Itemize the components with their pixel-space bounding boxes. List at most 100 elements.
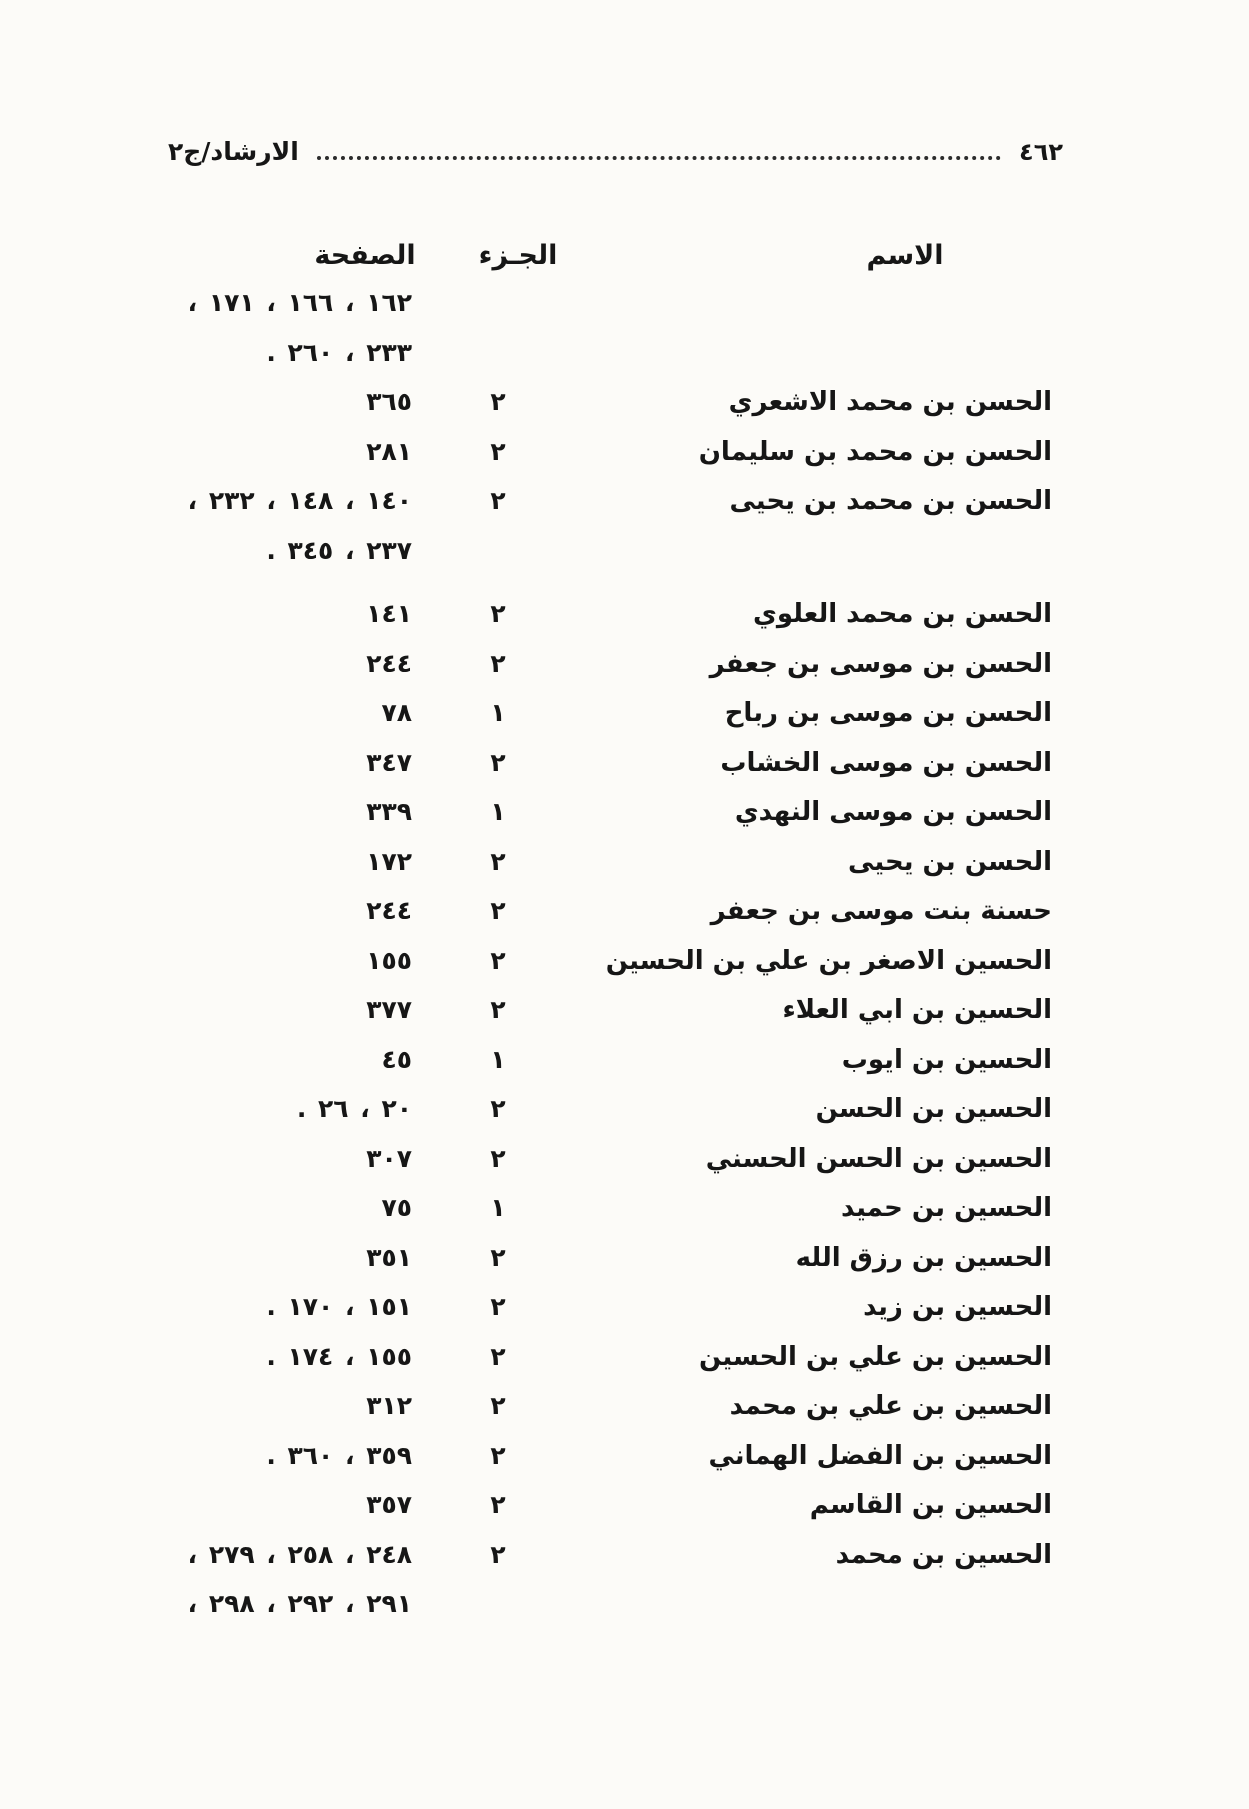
index-part-number: ٢ bbox=[490, 1539, 506, 1569]
book-title: الارشاد/ج٢ bbox=[168, 137, 299, 166]
index-row: الحسن بن محمد بن يحيى ٢ ١٤٠ ، ١٤٨ ، ٢٣٢ … bbox=[0, 482, 1249, 526]
index-name: الحسن بن موسى النهدي bbox=[734, 797, 1052, 827]
index-row: الحسين بن ايوب ١ ٤٥ bbox=[0, 1041, 1249, 1085]
index-row: الحسن بن يحيى ٢ ١٧٢ bbox=[0, 843, 1249, 887]
index-name: الحسين بن الحسن bbox=[815, 1094, 1052, 1124]
index-page-numbers: ٧٨ bbox=[381, 698, 412, 727]
index-name: الحسن بن محمد بن سليمان bbox=[698, 436, 1052, 467]
index-name: الحسين بن الحسن الحسني bbox=[705, 1143, 1052, 1174]
index-part-number: ٢ bbox=[490, 1094, 506, 1123]
index-name: الحسن بن محمد بن يحيى bbox=[729, 486, 1053, 516]
index-name: الحسين بن حميد bbox=[841, 1193, 1052, 1223]
index-part-number: ٢ bbox=[490, 436, 506, 466]
dot-leader bbox=[316, 155, 1002, 160]
index-row: ٢٣٧ ، ٣٤٥ . bbox=[0, 532, 1249, 576]
index-name: الحسين الاصغر بن علي بن الحسين bbox=[605, 945, 1052, 976]
column-header-part: الجـزء bbox=[478, 240, 558, 271]
index-page-numbers: ٢٣٣ ، ٢٦٠ . bbox=[266, 337, 412, 367]
index-row: الحسين بن علي بن محمد ٢ ٣١٢ bbox=[0, 1387, 1249, 1431]
index-page-numbers: ٣٥٧ bbox=[366, 1490, 412, 1519]
index-row: الحسن بن موسى بن رباح ١ ٧٨ bbox=[0, 694, 1249, 738]
index-part-number: ٢ bbox=[490, 387, 506, 416]
index-row: الحسن بن محمد العلوي ٢ ١٤١ bbox=[0, 595, 1249, 639]
index-part-number: ٢ bbox=[490, 1490, 506, 1519]
index-row: ٢٩١ ، ٢٩٢ ، ٢٩٨ ، bbox=[0, 1585, 1249, 1629]
index-part-number: ١ bbox=[490, 797, 506, 826]
index-page-numbers: ٣٣٩ bbox=[366, 797, 412, 826]
page-number: ٤٦٢ bbox=[1019, 138, 1063, 167]
index-row: الحسن بن محمد بن سليمان ٢ ٢٨١ bbox=[0, 433, 1249, 477]
column-header-page: الصفحة bbox=[314, 240, 416, 271]
index-name: الحسن بن موسى بن رباح bbox=[724, 698, 1052, 728]
index-name: حسنة بنت موسى بن جعفر bbox=[710, 896, 1052, 926]
index-page-numbers: ١٥٥ bbox=[366, 945, 412, 975]
index-name: الحسن بن محمد الاشعري bbox=[728, 387, 1052, 417]
index-part-number: ٢ bbox=[490, 1391, 506, 1420]
running-head: ٤٦٢ الارشاد/ج٢ bbox=[168, 136, 1063, 169]
index-page-numbers: ٤٥ bbox=[381, 1044, 412, 1074]
index-name: الحسين بن علي بن محمد bbox=[729, 1391, 1052, 1421]
index-part-number: ٢ bbox=[490, 995, 506, 1024]
index-name: الحسن بن موسى الخشاب bbox=[720, 747, 1052, 778]
index-page-numbers: ١٤٠ ، ١٤٨ ، ٢٣٢ ، bbox=[187, 486, 412, 515]
index-row: الحسين بن الحسن ٢ ٢٠ ، ٢٦ . bbox=[0, 1090, 1249, 1134]
index-part-number: ٢ bbox=[490, 1143, 506, 1173]
index-page-numbers: ٣٧٧ bbox=[366, 995, 412, 1024]
index-row: الحسن بن موسى بن جعفر ٢ ٢٤٤ bbox=[0, 645, 1249, 689]
index-name: الحسين بن رزق الله bbox=[795, 1242, 1052, 1273]
index-name: الحسين بن الفضل الهماني bbox=[708, 1440, 1052, 1471]
index-row: الحسين بن علي بن الحسين ٢ ١٥٥ ، ١٧٤ . bbox=[0, 1338, 1249, 1382]
index-page-numbers: ٣١٢ bbox=[366, 1391, 412, 1420]
index-row: حسنة بنت موسى بن جعفر ٢ ٢٤٤ bbox=[0, 892, 1249, 936]
index-page-numbers: ١٤١ bbox=[366, 599, 412, 628]
index-row: الحسن بن محمد الاشعري ٢ ٣٦٥ bbox=[0, 383, 1249, 427]
index-name: الحسين بن علي بن الحسين bbox=[699, 1341, 1052, 1372]
index-row: الحسين الاصغر بن علي بن الحسين ٢ ١٥٥ bbox=[0, 942, 1249, 986]
index-row: الحسين بن الفضل الهماني ٢ ٣٥٩ ، ٣٦٠ . bbox=[0, 1437, 1249, 1481]
index-part-number: ٢ bbox=[490, 648, 506, 678]
index-row: الحسين بن محمد ٢ ٢٤٨ ، ٢٥٨ ، ٢٧٩ ، bbox=[0, 1536, 1249, 1580]
index-page-numbers: ٣٠٧ bbox=[366, 1143, 412, 1173]
index-row: الحسين بن القاسم ٢ ٣٥٧ bbox=[0, 1486, 1249, 1530]
index-page-numbers: ١٧٢ bbox=[366, 846, 412, 876]
index-name: الحسن بن محمد العلوي bbox=[753, 599, 1052, 629]
index-row: الحسين بن زيد ٢ ١٥١ ، ١٧٠ . bbox=[0, 1288, 1249, 1332]
index-row: الحسن بن موسى الخشاب ٢ ٣٤٧ bbox=[0, 744, 1249, 788]
index-page-numbers: ٣٦٥ bbox=[366, 387, 412, 416]
index-part-number: ٢ bbox=[490, 1341, 506, 1371]
index-name: الحسن بن يحيى bbox=[848, 846, 1052, 877]
index-page-numbers: ٣٥٩ ، ٣٦٠ . bbox=[266, 1440, 412, 1470]
index-row: الحسين بن ابي العلاء ٢ ٣٧٧ bbox=[0, 991, 1249, 1035]
column-header-name: الاسم bbox=[866, 240, 944, 271]
index-part-number: ٢ bbox=[490, 1292, 506, 1321]
index-row: ١٦٢ ، ١٦٦ ، ١٧١ ، bbox=[0, 284, 1249, 328]
index-row: الحسين بن حميد ١ ٧٥ bbox=[0, 1189, 1249, 1233]
index-part-number: ٢ bbox=[490, 599, 506, 628]
index-page-numbers: ١٦٢ ، ١٦٦ ، ١٧١ ، bbox=[187, 288, 412, 317]
index-page-numbers: ٣٤٧ bbox=[366, 747, 412, 777]
index-page-numbers: ١٥١ ، ١٧٠ . bbox=[266, 1292, 412, 1321]
index-part-number: ١ bbox=[490, 698, 506, 727]
index-page-numbers: ٧٥ bbox=[381, 1193, 412, 1222]
index-row: الحسين بن رزق الله ٢ ٣٥١ bbox=[0, 1239, 1249, 1283]
index-part-number: ٢ bbox=[490, 846, 506, 876]
index-row: ٢٣٣ ، ٢٦٠ . bbox=[0, 334, 1249, 378]
index-row: الحسن بن موسى النهدي ١ ٣٣٩ bbox=[0, 793, 1249, 837]
index-page-numbers: ٢٨١ bbox=[366, 436, 412, 466]
index-part-number: ١ bbox=[490, 1044, 506, 1074]
index-part-number: ٢ bbox=[490, 1440, 506, 1470]
index-page-numbers: ٢٤٤ bbox=[366, 896, 412, 925]
index-part-number: ٢ bbox=[490, 747, 506, 777]
index-page-numbers: ٢٣٧ ، ٣٤٥ . bbox=[266, 535, 412, 565]
index-part-number: ٢ bbox=[490, 896, 506, 925]
index-page-numbers: ٣٥١ bbox=[366, 1242, 412, 1272]
index-name: الحسين بن ايوب bbox=[841, 1044, 1052, 1075]
index-part-number: ٢ bbox=[490, 1242, 506, 1272]
index-page-numbers: ٢٤٤ bbox=[366, 648, 412, 678]
index-page-numbers: ٢٤٨ ، ٢٥٨ ، ٢٧٩ ، bbox=[187, 1539, 412, 1569]
index-page-numbers: ٢٠ ، ٢٦ . bbox=[296, 1094, 412, 1123]
index-name: الحسين بن محمد bbox=[835, 1539, 1052, 1570]
index-name: الحسين بن القاسم bbox=[809, 1490, 1052, 1520]
